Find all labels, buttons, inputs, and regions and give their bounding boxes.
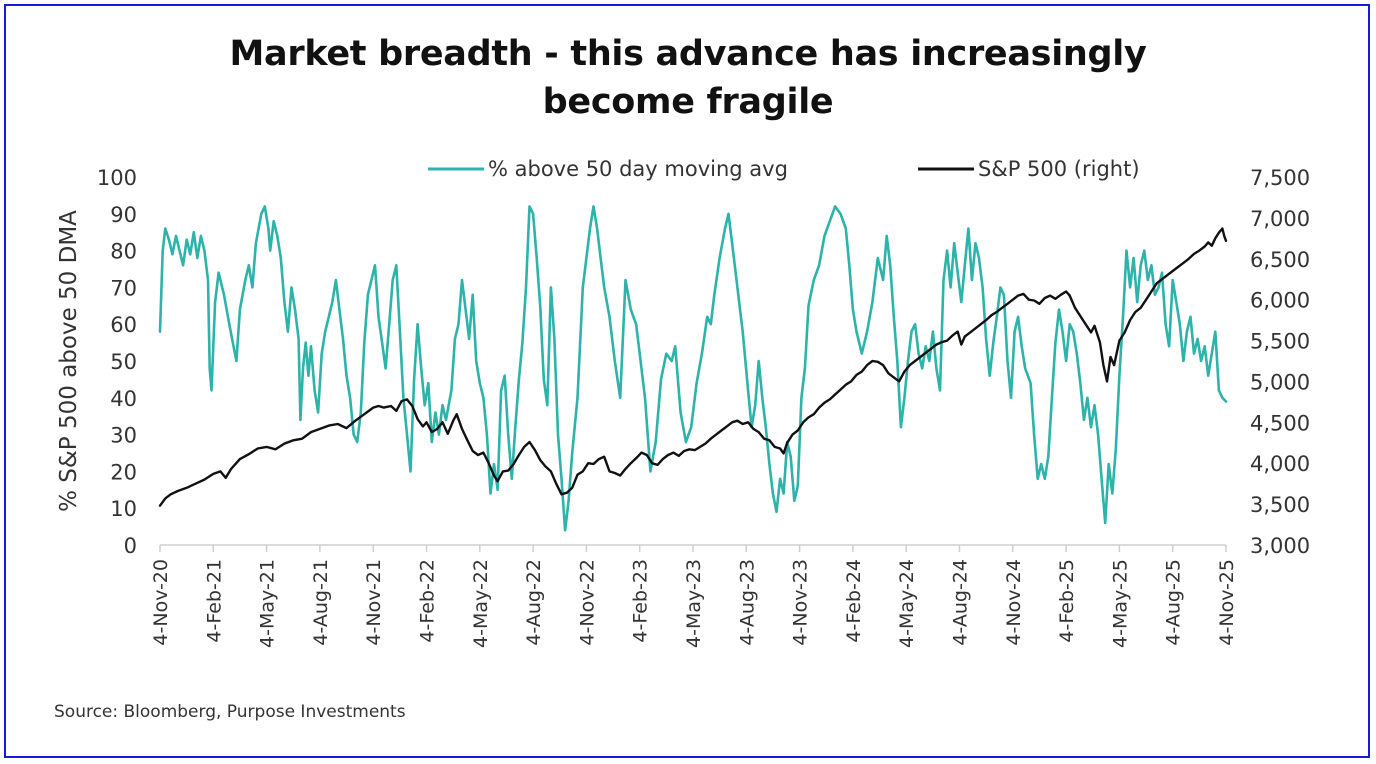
chart-title: Market breadth - this advance has increa… [0,30,1376,126]
x-axis: 4-Nov-20 4-Feb-21 4-May-21 4-Aug-21 4-Nov-21… [150,544,1238,648]
y-right-tick-label: 7,000 [1250,207,1310,231]
y-right-tick-label: 7,500 [1250,166,1310,190]
x-tick-label: 4-Nov-25 [1216,559,1238,646]
y-left-tick-label: 20 [110,460,137,484]
series-line-breadth [158,205,1228,532]
y-left-tick-label: 60 [110,313,137,337]
x-tick-label: 4-Feb-23 [630,559,652,643]
y-axis-right: 3,000 3,500 4,000 4,500 5,000 5,500 6,000 6,500… [1250,166,1310,558]
y-left-tick-label: 40 [110,387,137,411]
y-left-tick-label: 90 [110,203,137,227]
y-left-tick-label: 80 [110,240,137,264]
x-tick-label: 4-Nov-21 [363,559,385,646]
y-right-tick-label: 3,000 [1250,534,1310,558]
x-tick-label: 4-Feb-22 [417,559,439,643]
x-tick-label: 4-Nov-22 [576,559,598,646]
series-layer [158,205,1228,532]
x-tick-label: 4-Feb-21 [203,559,225,643]
x-tick-label: 4-Nov-24 [1003,559,1025,646]
y-right-tick-label: 3,500 [1250,493,1310,517]
series-line-sp500 [158,227,1228,507]
legend-label-sp500: S&P 500 (right) [978,157,1140,181]
y-right-tick-label: 4,000 [1250,452,1310,476]
x-tick-label: 4-Aug-21 [310,559,332,646]
y-right-tick-label: 6,000 [1250,289,1310,313]
y-axis-left-title: % S&P 500 above 50 DMA [56,210,82,512]
x-tick-label: 4-May-21 [257,559,279,648]
x-tick-label: 4-Aug-25 [1163,559,1185,646]
chart-title-line-2: become fragile [542,82,834,122]
x-tick-label: 4-May-25 [1109,559,1131,648]
y-right-tick-label: 4,500 [1250,411,1310,435]
x-tick-label: 4-May-24 [896,559,918,648]
legend: % above 50 day moving avg S&P 500 (right… [428,157,1140,181]
y-left-tick-label: 70 [110,276,137,300]
chart-title-line-1: Market breadth - this advance has increa… [229,34,1147,74]
source-note: Source: Bloomberg, Purpose Investments [54,702,406,722]
y-left-tick-label: 10 [110,497,137,521]
y-left-tick-label: 0 [124,534,137,558]
y-right-tick-label: 5,500 [1250,330,1310,354]
x-tick-label: 4-Aug-24 [950,559,972,646]
y-left-tick-label: 50 [110,350,137,374]
x-tick-label: 4-May-23 [683,559,705,648]
y-right-tick-label: 5,000 [1250,370,1310,394]
x-tick-label: 4-Feb-24 [843,559,865,643]
x-tick-label: 4-Aug-22 [523,559,545,646]
y-axis-left: 0 10 20 30 40 50 60 70 80 90 100 [97,166,137,558]
y-right-tick-label: 6,500 [1250,248,1310,272]
y-left-tick-label: 100 [97,166,137,190]
x-tick-label: 4-Nov-23 [790,559,812,646]
legend-label-breadth: % above 50 day moving avg [488,157,788,181]
x-tick-label: 4-Feb-25 [1056,559,1078,643]
x-tick-label: 4-Aug-23 [736,559,758,646]
chart-frame [4,4,1370,758]
y-left-tick-label: 30 [110,424,137,448]
x-tick-label: 4-Nov-20 [150,559,172,646]
x-tick-label: 4-May-22 [470,559,492,648]
